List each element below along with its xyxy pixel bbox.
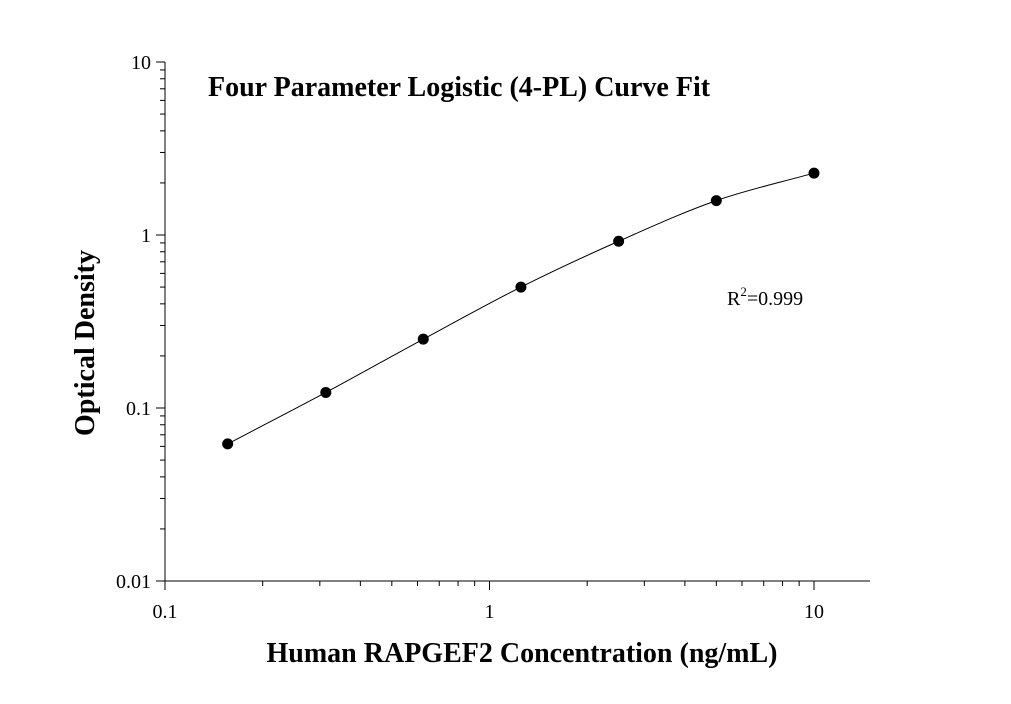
r-squared-superscript: 2 xyxy=(740,284,747,299)
data-point xyxy=(320,386,332,398)
data-point xyxy=(808,167,820,179)
y-tick-label: 10 xyxy=(131,52,151,74)
x-axis-label: Human RAPGEF2 Concentration (ng/mL) xyxy=(267,638,778,669)
data-point xyxy=(710,195,722,207)
r-squared-base: R xyxy=(727,288,741,310)
x-tick-label: 10 xyxy=(804,601,824,623)
r-squared-annotation: R2=0.999 xyxy=(727,284,803,310)
data-points xyxy=(222,167,820,450)
y-tick-label: 0.1 xyxy=(126,398,151,420)
data-point xyxy=(417,333,429,345)
data-point xyxy=(222,438,234,450)
chart-title: Four Parameter Logistic (4-PL) Curve Fit xyxy=(208,72,711,103)
y-tick-label: 0.01 xyxy=(116,571,151,593)
axes xyxy=(164,62,870,582)
r-squared-value: =0.999 xyxy=(747,288,803,310)
y-axis-label: Optical Density xyxy=(70,250,101,436)
data-point xyxy=(613,235,625,247)
x-tick-label: 1 xyxy=(485,601,495,623)
data-point xyxy=(515,281,527,293)
y-tick-label: 1 xyxy=(141,225,151,247)
x-tick-label: 0.1 xyxy=(153,601,178,623)
